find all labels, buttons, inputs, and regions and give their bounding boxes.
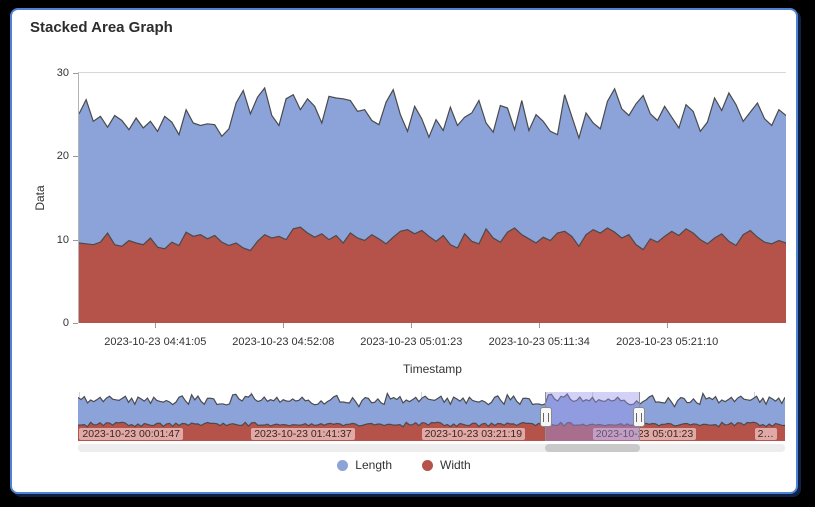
legend-label-width: Width: [440, 458, 471, 472]
legend-label-length: Length: [355, 458, 392, 472]
chart-card: Stacked Area Graph 0 10 20 30 2023-10-23 04…: [10, 8, 798, 494]
navigator-scrollbar-thumb[interactable]: [544, 444, 641, 452]
y-tick-label: 20: [56, 150, 69, 163]
x-tick-mark: [283, 323, 285, 328]
y-tick-mark: [73, 156, 78, 158]
y-tick-label: 10: [56, 233, 69, 246]
legend-swatch-length: [337, 459, 349, 471]
main-chart-plot: [79, 86, 786, 323]
x-tick-label: 2023-10-23 05:21:10: [616, 336, 719, 348]
brush-selection[interactable]: [539, 392, 646, 441]
x-tick-mark: [539, 323, 541, 328]
main-chart: 0 10 20 30 2023-10-23 04:41:05 2023-10-23 04…: [33, 67, 786, 376]
navigator-tick-label: 2023-10-23 01:41:37: [251, 428, 355, 440]
navigator-tick-label: 2…: [754, 428, 777, 440]
navigator[interactable]: 2023-10-23 00:01:47 2023-10-23 01:41:37 20…: [78, 392, 785, 441]
y-tick-mark: [73, 73, 78, 74]
x-tick-label: 2023-10-23 05:11:34: [488, 336, 590, 348]
brush-handle-right[interactable]: [633, 407, 646, 427]
y-tick-mark: [73, 323, 78, 324]
legend-swatch-width: [422, 459, 433, 471]
navigator-tick-label: 2023-10-23 05:01:23: [592, 428, 697, 440]
x-tick-label: 2023-10-23 05:01:23: [360, 336, 463, 348]
y-tick-label: 30: [56, 67, 69, 79]
y-axis-title: Data: [33, 185, 47, 211]
x-tick-mark: [411, 323, 413, 328]
navigator-scrollbar-track[interactable]: [78, 444, 785, 452]
x-tick-mark: [667, 323, 669, 328]
x-axis-title: Timestamp: [403, 362, 462, 376]
navigator-tick-label: 2023-10-23 00:01:47: [79, 428, 183, 440]
y-tick-mark: [73, 239, 78, 241]
chart-title: Stacked Area Graph: [30, 19, 173, 36]
y-tick-label: 0: [62, 317, 69, 329]
x-tick-label: 2023-10-23 04:52:08: [232, 336, 335, 348]
grip-icon: [542, 412, 549, 422]
navigator-tick-label: 2023-10-23 03:21:19: [421, 428, 526, 440]
legend-item-length[interactable]: Length: [337, 458, 392, 472]
x-tick-mark: [155, 323, 157, 328]
grip-icon: [636, 412, 643, 422]
brush-handle-left[interactable]: [539, 407, 552, 427]
x-tick-label: 2023-10-23 04:41:05: [104, 336, 207, 348]
legend: Length Width: [12, 458, 796, 472]
legend-item-width[interactable]: Width: [422, 458, 471, 472]
